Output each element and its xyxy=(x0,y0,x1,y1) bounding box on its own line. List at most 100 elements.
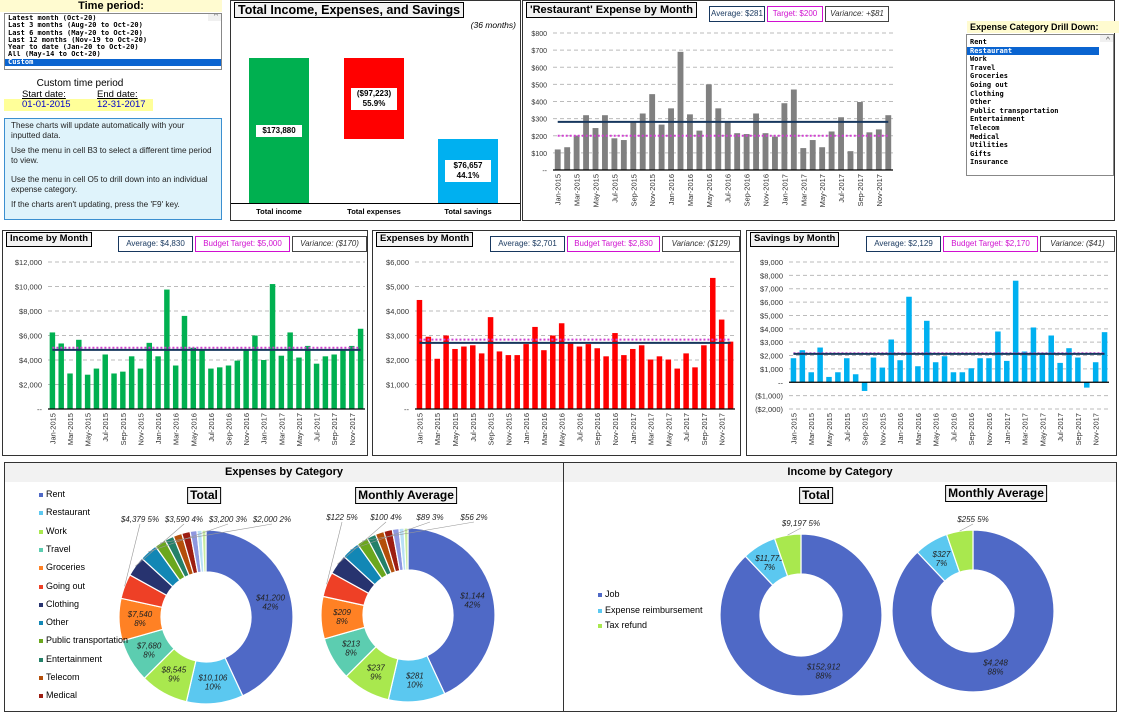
chart-title: Income by Month xyxy=(6,232,93,247)
x-tick-label: Jan-2016 xyxy=(154,413,163,444)
bar xyxy=(677,51,684,170)
time-period-option[interactable]: Last 3 months (Aug-20 to Oct-20) xyxy=(8,22,143,30)
donut-slice xyxy=(403,527,409,571)
legend-label: Travel xyxy=(46,543,71,554)
scrollbar[interactable]: ⌃⌄ xyxy=(208,14,221,22)
expense-category-option[interactable]: Insurance xyxy=(970,158,1008,167)
expense-category-option[interactable]: Public transportation xyxy=(970,106,1059,115)
totals-chart: Total Income, Expenses, and Savings (36 … xyxy=(230,0,521,221)
legend-swatch xyxy=(39,584,43,589)
x-tick-label: Jul-2015 xyxy=(610,174,619,203)
bar xyxy=(558,323,565,409)
average-stat: Average: $2,701 xyxy=(490,236,565,252)
time-period-option[interactable]: All (May-14 to Oct-20) xyxy=(8,51,101,59)
legend-label: Restaurant xyxy=(46,507,91,518)
expense-category-option[interactable]: Medical xyxy=(970,132,1000,141)
x-tick-label: Mar-2016 xyxy=(540,413,549,445)
x-tick-label: Mar-2016 xyxy=(172,413,181,445)
expense-category-option[interactable]: Travel xyxy=(970,63,996,72)
bar xyxy=(478,353,485,409)
bar xyxy=(696,130,703,170)
expense-category-option[interactable]: Telecom xyxy=(970,123,1000,132)
time-period-option[interactable]: Latest month (Oct-20) xyxy=(8,15,97,22)
bar xyxy=(753,113,759,170)
bar xyxy=(452,348,458,409)
x-tick-label: Nov-2016 xyxy=(985,413,994,446)
bar xyxy=(564,147,571,170)
x-tick-label: Sep-2015 xyxy=(861,413,870,446)
expense-category-option[interactable]: Groceries xyxy=(970,72,1008,81)
expense-category-option[interactable]: Entertainment xyxy=(970,115,1025,124)
bar xyxy=(968,368,974,383)
slice-label: $41,200 42% xyxy=(255,594,285,612)
bar xyxy=(496,351,503,409)
expense-category-listbox[interactable]: Rent Restaurant Work Travel Groceries Going o… xyxy=(966,34,1114,176)
y-tick-label: ($1,000) xyxy=(755,392,783,401)
x-tick-label: Nov-2017 xyxy=(875,174,884,207)
legend-label: Public transportation xyxy=(46,635,129,646)
y-tick-label: $3,000 xyxy=(386,332,409,341)
bar xyxy=(941,356,948,383)
x-tick-label: May-2017 xyxy=(1038,413,1047,446)
x-tick-label: Jul-2017 xyxy=(837,174,846,203)
bar xyxy=(181,315,188,409)
bar xyxy=(592,128,599,170)
chart-plot: -- $1,000 $2,000 $3,000 $4,000 $5,000 $6,000 Ja… xyxy=(386,258,735,446)
y-tick-label: $7,000 xyxy=(760,285,783,294)
leader-line xyxy=(124,523,141,587)
donut-subtitle: Monthly Average xyxy=(355,487,457,504)
legend-label: Work xyxy=(46,525,67,536)
x-tick-label: Sep-2017 xyxy=(856,174,865,207)
x-tick-label: May-2016 xyxy=(932,413,941,446)
x-tick-label: Mar-2017 xyxy=(799,174,808,206)
bar xyxy=(790,89,797,170)
legend-label: Tax refund xyxy=(605,620,648,630)
average-stat: Average: $281 xyxy=(709,6,765,22)
x-tick-label: Jan-2015 xyxy=(48,413,57,444)
category-label: Total expenses xyxy=(347,207,401,216)
x-tick-label: May-2015 xyxy=(825,413,834,446)
leader-line xyxy=(135,523,185,567)
bar xyxy=(1084,382,1090,388)
expense-category-option[interactable]: Clothing xyxy=(970,89,1004,98)
time-period-listbox[interactable]: Latest month (Oct-20) Last 3 months (Aug-… xyxy=(4,13,222,70)
chart-plot: -- $100 $200 $300 $400 $500 $600 $700 $800 Jan-20… xyxy=(531,31,893,207)
bar xyxy=(585,344,592,409)
time-period-option[interactable]: Last 12 months (Nov-19 to Oct-20) xyxy=(8,36,148,44)
bar xyxy=(505,355,512,409)
expense-category-option[interactable]: Rent xyxy=(970,38,987,46)
legend-swatch xyxy=(39,621,43,626)
bar xyxy=(434,358,440,409)
start-date-field[interactable]: 01-01-2015 xyxy=(22,99,71,110)
slice-label: $237 9% xyxy=(366,664,385,682)
bar xyxy=(656,356,663,409)
expense-category-option[interactable]: Other xyxy=(970,98,992,107)
expense-category-option[interactable]: Going out xyxy=(970,80,1008,89)
legend-item: Groceries xyxy=(39,562,85,572)
expense-category-option[interactable]: Restaurant xyxy=(967,46,1099,56)
bar xyxy=(977,358,983,383)
bar xyxy=(514,355,520,409)
bar xyxy=(234,360,241,409)
bar xyxy=(687,114,693,170)
time-period-header: Time period: xyxy=(0,0,222,12)
x-tick-label: Nov-2015 xyxy=(648,174,657,207)
expense-category-option[interactable]: Utilities xyxy=(970,141,1008,150)
donut-plot: $152,912 88% $11,771 7% $9,197 5% $4,248 88% $3… xyxy=(719,515,1055,697)
x-tick-label: Nov-2017 xyxy=(348,413,357,446)
legend-swatch xyxy=(39,511,43,516)
bar xyxy=(252,335,258,409)
time-period-option[interactable]: Last 6 months (May-20 to Oct-20) xyxy=(8,29,143,37)
legend-item: Going out xyxy=(39,581,85,591)
leader-line xyxy=(362,521,475,542)
expense-category-option[interactable]: Gifts xyxy=(970,149,992,158)
time-period-option[interactable]: Custom xyxy=(5,58,221,67)
time-period-option[interactable]: Year to date (Jan-20 to Oct-20) xyxy=(8,44,139,52)
bar xyxy=(1039,352,1046,383)
scrollbar[interactable]: ⌃⌄ xyxy=(1100,35,1113,43)
expense-category-option[interactable]: Work xyxy=(970,55,987,64)
x-tick-label: Sep-2017 xyxy=(1074,413,1083,446)
end-date-field[interactable]: 12-31-2017 xyxy=(97,99,146,110)
bar xyxy=(950,372,957,383)
bar xyxy=(612,333,618,409)
